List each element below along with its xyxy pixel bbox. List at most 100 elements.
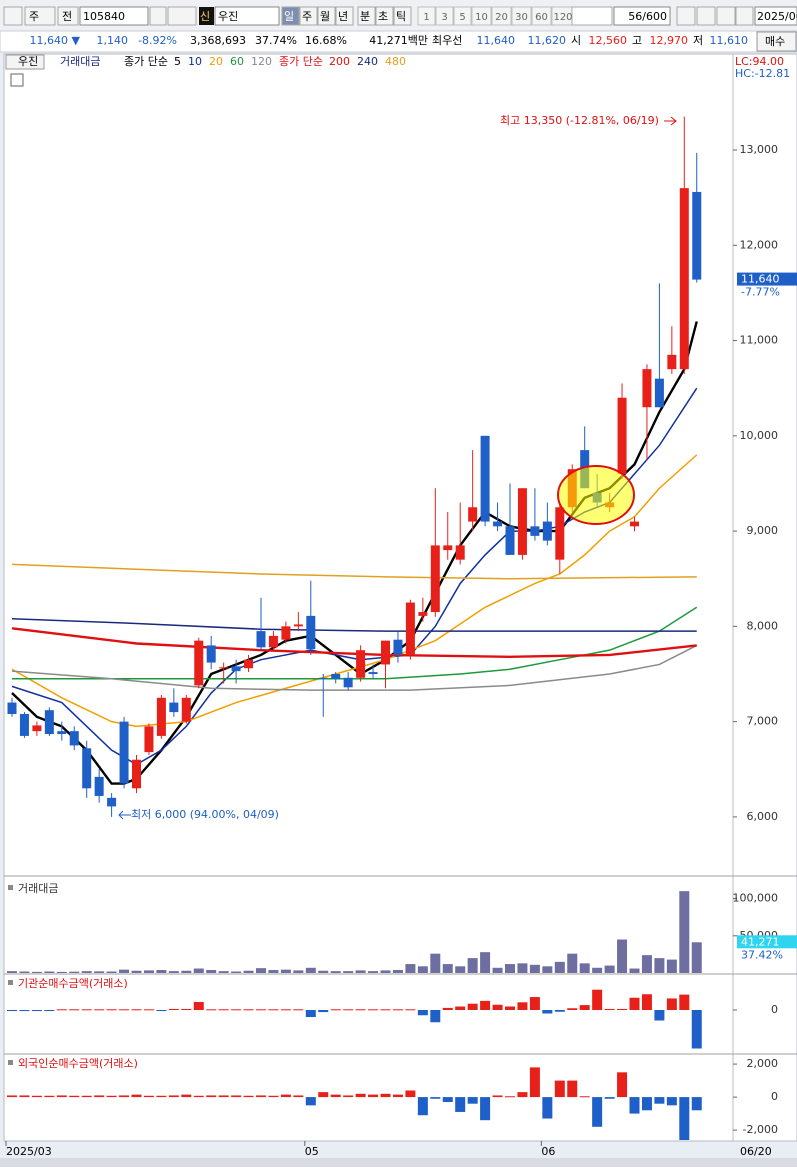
period-button[interactable] bbox=[393, 6, 412, 26]
period-button[interactable] bbox=[357, 6, 376, 26]
bar bbox=[131, 970, 142, 973]
bar bbox=[343, 1009, 354, 1011]
bar bbox=[604, 965, 615, 973]
last-change: -7.77% bbox=[741, 286, 780, 299]
interval-button[interactable] bbox=[511, 6, 532, 26]
bar bbox=[542, 1010, 553, 1014]
bar bbox=[330, 971, 341, 973]
tool-icon[interactable] bbox=[676, 6, 696, 26]
legend-entry: 120 bbox=[251, 55, 272, 68]
bar bbox=[119, 969, 130, 973]
interval-button[interactable] bbox=[491, 6, 512, 26]
name-input[interactable] bbox=[214, 6, 280, 26]
y-tick-label: -2,000 bbox=[743, 1123, 778, 1136]
period-button[interactable] bbox=[299, 6, 318, 26]
period-button[interactable] bbox=[335, 6, 354, 26]
code-input[interactable] bbox=[79, 6, 149, 26]
period: 초 bbox=[378, 10, 388, 23]
menu-icon[interactable] bbox=[3, 6, 23, 26]
bar bbox=[94, 1009, 105, 1011]
period-button[interactable] bbox=[281, 6, 300, 26]
x-end-label: 06/20 bbox=[740, 1145, 772, 1158]
bar bbox=[554, 1010, 565, 1012]
bar bbox=[592, 989, 603, 1010]
candle-body bbox=[430, 545, 440, 613]
period: 년 bbox=[338, 10, 348, 23]
bar bbox=[168, 1095, 179, 1098]
change: 1,140 bbox=[97, 34, 129, 47]
rate: -8.92% bbox=[138, 34, 177, 47]
moving-average bbox=[11, 563, 697, 580]
low: 11,610 bbox=[710, 34, 749, 47]
bar bbox=[268, 1009, 279, 1011]
high-label: 고 bbox=[632, 34, 642, 47]
market-select[interactable] bbox=[24, 6, 56, 26]
interval-button[interactable] bbox=[453, 6, 472, 26]
period-button[interactable] bbox=[375, 6, 394, 26]
bar bbox=[430, 1010, 441, 1023]
ratio: 37.74% bbox=[255, 34, 297, 47]
tool-icon[interactable] bbox=[696, 6, 716, 26]
bar bbox=[293, 1095, 304, 1098]
bar bbox=[256, 1009, 266, 1011]
bar bbox=[231, 1095, 242, 1098]
bar bbox=[56, 1095, 67, 1098]
count: 56/600 bbox=[628, 10, 667, 23]
bar bbox=[7, 1010, 17, 1012]
tool-icon[interactable] bbox=[716, 6, 736, 26]
bar bbox=[293, 970, 304, 973]
y-tick-label: 8,000 bbox=[747, 619, 779, 632]
date-box[interactable] bbox=[754, 6, 797, 26]
search-button[interactable] bbox=[149, 6, 167, 26]
last-price: 11,640 bbox=[741, 273, 780, 286]
last-ratio: 37.42% bbox=[741, 948, 783, 961]
bar bbox=[243, 1095, 254, 1098]
ratio: 16.68% bbox=[305, 34, 347, 47]
bar bbox=[94, 971, 105, 973]
last-value-box bbox=[737, 935, 797, 949]
bar bbox=[467, 1003, 478, 1010]
bar bbox=[256, 968, 266, 973]
bar bbox=[355, 1009, 366, 1011]
table-icon[interactable] bbox=[10, 73, 24, 87]
buy-button[interactable] bbox=[756, 31, 797, 52]
interval: 5 bbox=[459, 12, 465, 23]
y-tick-label: 10,000 bbox=[740, 429, 779, 442]
period: 월 bbox=[320, 10, 330, 23]
panel-title: 기관순매수금액(거래소) bbox=[18, 977, 128, 990]
status-bar bbox=[0, 1158, 797, 1167]
candle-body bbox=[630, 521, 639, 527]
interval-button[interactable] bbox=[435, 6, 454, 26]
bar bbox=[368, 1094, 379, 1098]
candle-body bbox=[692, 191, 702, 280]
bar bbox=[604, 1008, 615, 1010]
bar bbox=[654, 1097, 665, 1104]
y-tick-label: 7,000 bbox=[747, 715, 779, 728]
dropdown[interactable] bbox=[571, 6, 613, 26]
market: 주 bbox=[29, 10, 39, 23]
bar bbox=[156, 1095, 167, 1098]
bar bbox=[505, 1006, 515, 1010]
bar bbox=[206, 1009, 217, 1011]
period-button[interactable] bbox=[317, 6, 336, 26]
candle-body bbox=[617, 397, 627, 474]
candle-body bbox=[418, 612, 428, 616]
interval-button[interactable] bbox=[417, 6, 436, 26]
bar bbox=[529, 964, 540, 973]
settings-icon[interactable] bbox=[735, 6, 754, 26]
candle-body bbox=[144, 726, 154, 753]
count-box[interactable] bbox=[613, 6, 671, 26]
bar bbox=[193, 1095, 204, 1098]
badge-box bbox=[199, 7, 214, 25]
scope-button[interactable] bbox=[57, 6, 79, 26]
interval-button[interactable] bbox=[471, 6, 492, 26]
bar bbox=[579, 1096, 590, 1098]
bar bbox=[56, 971, 67, 973]
candle-body bbox=[455, 545, 465, 560]
bar bbox=[368, 1009, 379, 1011]
candle-body bbox=[654, 378, 664, 408]
bar bbox=[380, 1093, 391, 1098]
interval-button[interactable] bbox=[531, 6, 552, 26]
bar bbox=[554, 961, 565, 973]
sound-button[interactable] bbox=[167, 6, 197, 26]
